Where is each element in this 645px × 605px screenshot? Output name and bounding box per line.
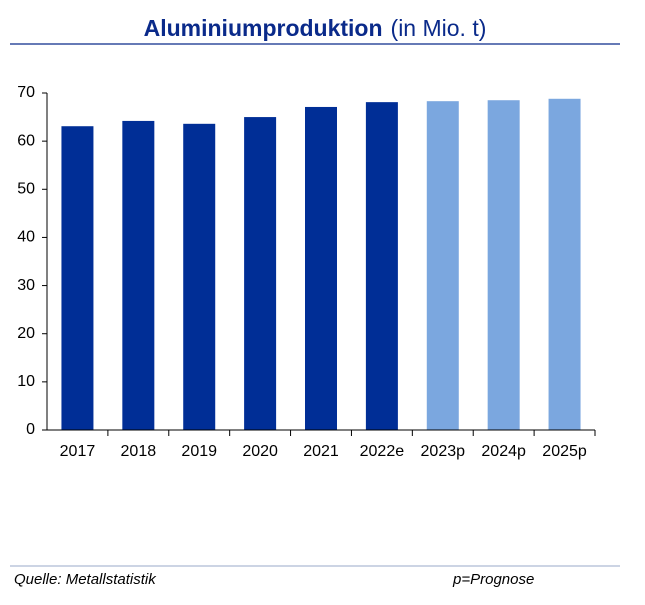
x-tick-label: 2021 (303, 443, 339, 460)
y-tick-label: 40 (17, 229, 35, 246)
source: Quelle: Metallstatistik (14, 571, 157, 588)
note: p=Prognose (452, 571, 534, 588)
y-tick-label: 30 (17, 277, 35, 294)
title-main: Aluminiumproduktion (144, 15, 383, 41)
bar (183, 123, 216, 430)
x-tick-label: 2020 (242, 443, 278, 460)
x-tick-label: 2017 (60, 443, 96, 460)
x-tick-label: 2019 (181, 443, 217, 460)
y-tick-label: 70 (17, 84, 35, 101)
bar (61, 126, 94, 431)
y-tick-label: 20 (17, 325, 35, 342)
x-tick-label: 2023p (421, 443, 466, 460)
bar (305, 106, 337, 430)
bar (365, 102, 398, 430)
x-tick-label: 2024p (481, 443, 526, 460)
bar (548, 98, 581, 430)
chart-title: Aluminiumproduktion (in Mio. t) (144, 15, 487, 41)
bar (244, 117, 277, 431)
x-tick-label: 2018 (121, 443, 157, 460)
bar (426, 101, 459, 430)
y-tick-label: 50 (17, 181, 35, 198)
title-unit: (in Mio. t) (391, 15, 487, 41)
y-tick-label: 10 (17, 373, 35, 390)
x-tick-label: 2025p (542, 443, 587, 460)
y-tick-label: 60 (17, 132, 35, 149)
bar (122, 120, 155, 431)
y-tick-label: 0 (26, 421, 35, 438)
bar (487, 100, 520, 430)
x-tick-label: 2022e (360, 443, 405, 460)
